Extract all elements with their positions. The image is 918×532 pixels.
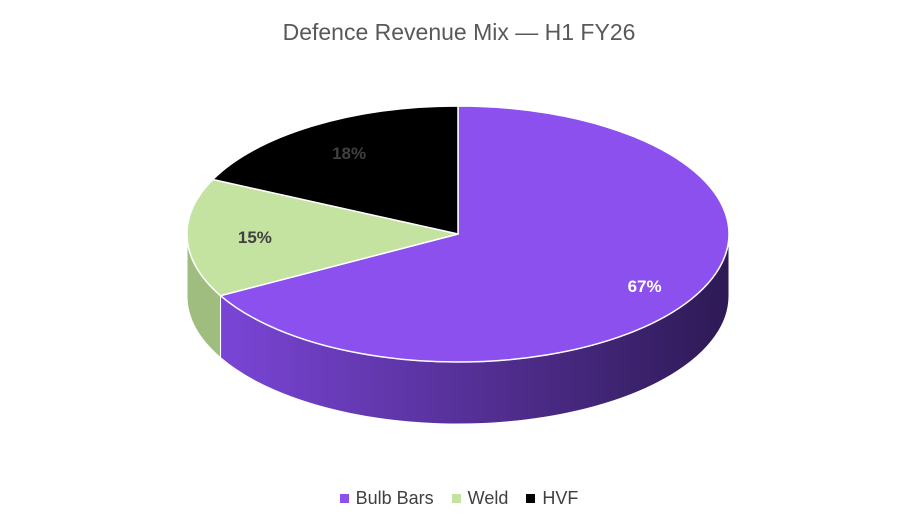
- legend-swatch: [339, 494, 349, 503]
- data-label-hvf: 18%: [332, 144, 366, 163]
- data-label-bulb-bars: 67%: [628, 277, 662, 296]
- pie-slice-bulb-bars[interactable]: [218, 105, 730, 363]
- legend-label: Bulb Bars: [355, 488, 434, 508]
- legend-swatch: [451, 494, 461, 503]
- legend: Bulb Bars Weld HVF: [0, 488, 918, 509]
- legend-item-hvf[interactable]: HVF: [526, 488, 578, 509]
- legend-swatch: [526, 494, 536, 503]
- pie-tops: [186, 105, 730, 363]
- pie-slice-hvf[interactable]: [211, 105, 459, 235]
- pie-labels: 67% 15% 18%: [238, 144, 662, 296]
- legend-item-weld[interactable]: Weld: [451, 488, 509, 509]
- pie-slice-weld[interactable]: [186, 178, 459, 297]
- legend-label: Weld: [467, 488, 509, 508]
- legend-item-bulb-bars[interactable]: Bulb Bars: [339, 488, 434, 509]
- legend-label: HVF: [542, 488, 579, 508]
- chart-title: Defence Revenue Mix — H1 FY26: [282, 19, 636, 45]
- data-label-weld: 15%: [238, 228, 272, 247]
